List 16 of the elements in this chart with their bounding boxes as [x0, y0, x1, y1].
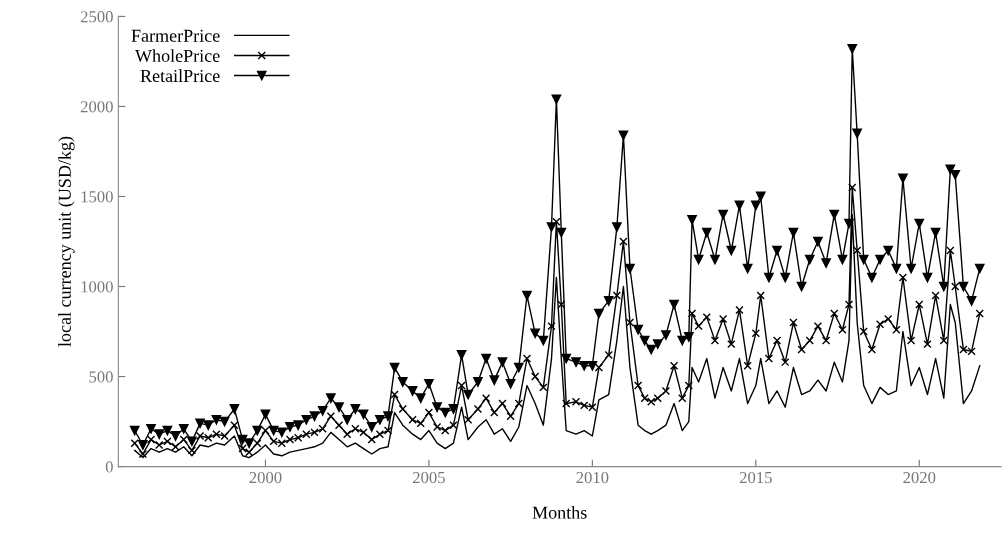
x-tick-label: 2015	[739, 471, 772, 484]
y-tick-label: 1000	[81, 281, 113, 293]
y-tick-label: 2000	[80, 101, 113, 113]
legend-label: WholePrice	[135, 49, 220, 63]
legend-label: FarmerPrice	[131, 29, 220, 42]
x-tick-label: 2020	[903, 471, 936, 484]
x-tick-label: 2000	[249, 471, 282, 484]
y-tick-label: 500	[89, 371, 113, 383]
x-tick-label: 2005	[412, 471, 445, 484]
y-tick-label: 2500	[80, 11, 113, 23]
y-axis-title: local currency unit (USD/kg)	[58, 136, 75, 347]
legend-label: RetailPrice	[140, 69, 220, 83]
x-tick-label: 2010	[576, 471, 609, 484]
x-axis-title: Months	[532, 506, 587, 519]
y-tick-label: 1500	[81, 191, 113, 203]
y-tick-label: 0	[105, 461, 113, 473]
